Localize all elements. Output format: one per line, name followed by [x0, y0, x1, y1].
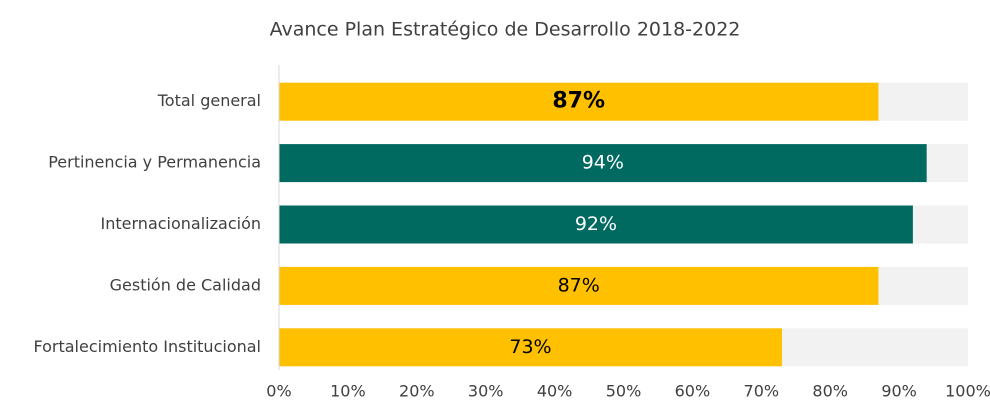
- x-tick-label: 40%: [537, 382, 573, 401]
- x-tick-label: 10%: [330, 382, 366, 401]
- value-label: 73%: [509, 336, 551, 358]
- x-tick-label: 30%: [468, 382, 504, 401]
- category-label: Total general: [157, 91, 261, 110]
- bar: [279, 205, 913, 244]
- bar: [279, 328, 782, 367]
- value-label: 87%: [552, 89, 605, 114]
- x-tick-label: 80%: [812, 382, 848, 401]
- x-tick-label: 60%: [675, 382, 711, 401]
- x-tick-label: 70%: [744, 382, 780, 401]
- value-label: 92%: [575, 213, 617, 235]
- category-label: Gestión de Calidad: [110, 275, 261, 294]
- category-label: Fortalecimiento Institucional: [33, 337, 261, 356]
- x-tick-label: 50%: [606, 382, 642, 401]
- category-label: Pertinencia y Permanencia: [48, 153, 261, 172]
- bar: [279, 82, 879, 121]
- bar: [279, 144, 927, 183]
- chart-title: Avance Plan Estratégico de Desarrollo 20…: [270, 19, 741, 41]
- x-tick-label: 0%: [266, 382, 291, 401]
- x-tick-label: 20%: [399, 382, 435, 401]
- x-tick-label: 90%: [881, 382, 917, 401]
- bar: [279, 266, 879, 305]
- x-tick-label: 100%: [945, 382, 990, 401]
- category-label: Internacionalización: [101, 214, 261, 233]
- value-label: 94%: [582, 152, 624, 174]
- value-label: 87%: [558, 274, 600, 296]
